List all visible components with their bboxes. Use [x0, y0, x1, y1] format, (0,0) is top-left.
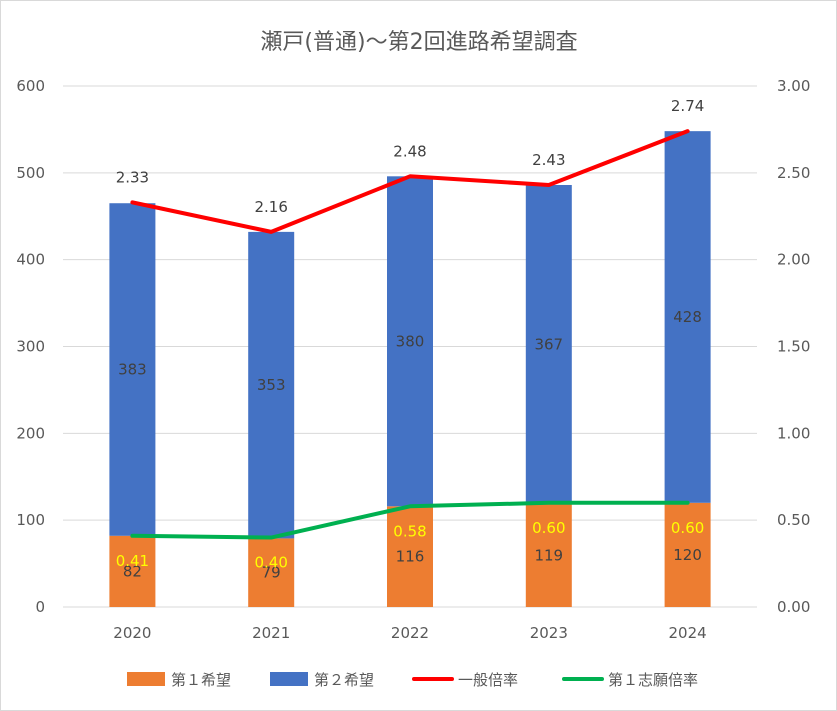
bar-value-label: 428 — [673, 308, 702, 326]
bar-2 — [387, 176, 433, 507]
bars — [109, 131, 711, 607]
x-tick-label: 2020 — [113, 624, 151, 642]
line-value-label: 0.40 — [254, 554, 287, 572]
bar-value-label: 353 — [257, 376, 286, 394]
y-right-tick-label: 3.00 — [777, 77, 810, 95]
x-tick-label: 2022 — [391, 624, 429, 642]
bar-2 — [525, 184, 572, 504]
y-right-tick-label: 0.00 — [777, 598, 810, 616]
y-left-tick-label: 0 — [35, 598, 45, 616]
line-value-label: 2.16 — [254, 198, 287, 216]
bar-2 — [109, 203, 156, 536]
line-series-2 — [130, 500, 690, 540]
line-value-label: 0.60 — [671, 519, 704, 537]
bar-1 — [525, 503, 572, 607]
line-value-label: 0.41 — [116, 552, 149, 570]
legend-swatch — [127, 672, 165, 686]
y-right-tick-label: 2.00 — [777, 251, 810, 269]
legend-label: 第２希望 — [314, 671, 374, 689]
lines — [130, 129, 690, 540]
bar-value-label: 367 — [534, 335, 563, 353]
line-value-label: 0.60 — [532, 519, 565, 537]
line-value-label: 2.43 — [532, 151, 565, 169]
bar-1 — [109, 535, 156, 607]
y-left-tick-label: 100 — [16, 511, 45, 529]
y-right-tick-label: 1.00 — [777, 424, 810, 442]
x-tick-label: 2024 — [669, 624, 707, 642]
x-tick-label: 2021 — [252, 624, 290, 642]
legend-label: 第１志願倍率 — [608, 671, 698, 689]
y-right-tick-label: 2.50 — [777, 164, 810, 182]
legend-swatch — [270, 672, 308, 686]
line-value-label: 2.33 — [116, 168, 149, 186]
bar-value-label: 383 — [118, 361, 147, 379]
axes: 0 100 200 300 400 500 600 0.00 0.50 1.00 1.50 2.00 2… — [16, 77, 810, 642]
bar-1 — [387, 506, 433, 607]
bar-value-label: 82 — [123, 562, 142, 580]
chart-title: 瀬戸(普通)～第2回進路希望調査 — [260, 30, 577, 55]
legend: 第１希望 第２希望 一般倍率 第１志願倍率 — [127, 671, 698, 689]
bar-value-label: 116 — [396, 548, 425, 566]
y-left-tick-label: 400 — [16, 251, 45, 269]
legend-label: 第１希望 — [171, 671, 231, 689]
y-right-tick-label: 0.50 — [777, 511, 810, 529]
bar-1 — [248, 538, 295, 607]
bar-value-label: 119 — [534, 546, 563, 564]
y-right-tick-label: 1.50 — [777, 338, 810, 356]
data-labels: 82 79 116 119 120 383 353 380 367 428 2.33 2.16 2.48… — [116, 97, 705, 582]
line-value-label: 2.48 — [393, 142, 426, 160]
y-left-tick-label: 300 — [16, 338, 45, 356]
line-value-label: 0.58 — [393, 522, 426, 540]
bar-value-label: 79 — [262, 564, 281, 582]
bar-2 — [248, 231, 295, 539]
line-value-label: 2.74 — [671, 97, 704, 115]
x-tick-label: 2023 — [530, 624, 568, 642]
y-left-tick-label: 200 — [16, 424, 45, 442]
bar-value-label: 380 — [396, 332, 425, 350]
bar-value-label: 120 — [673, 546, 702, 564]
y-left-tick-label: 500 — [16, 164, 45, 182]
bar-2 — [664, 131, 711, 503]
line-series-1 — [130, 129, 690, 234]
bar-1 — [664, 502, 711, 607]
y-left-tick-label: 600 — [16, 77, 45, 95]
legend-label: 一般倍率 — [458, 671, 518, 689]
